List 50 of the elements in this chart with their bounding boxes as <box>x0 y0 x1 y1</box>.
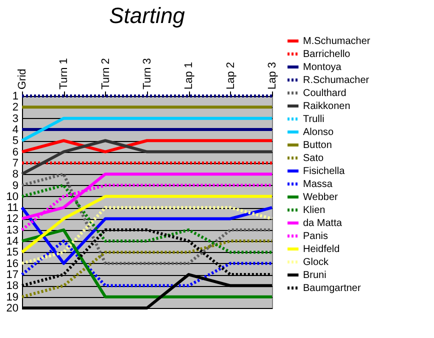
y-tick-label: 12 <box>6 213 18 226</box>
line-series <box>20 184 274 254</box>
chart-title: Starting <box>109 3 186 28</box>
line-series <box>20 240 274 298</box>
legend-label: Barrichello <box>303 49 351 60</box>
y-tick-label: 9 <box>12 180 18 192</box>
legend-label: Alonso <box>303 127 334 138</box>
y-tick-label: 17 <box>6 269 18 282</box>
legend-label: Coulthard <box>303 88 346 99</box>
y-tick-label: 3 <box>12 112 18 125</box>
legend-label: Sato <box>303 153 324 164</box>
y-tick-label: 4 <box>12 124 18 136</box>
legend-label: Baumgartner <box>303 283 362 294</box>
x-tick-label: Lap 2 <box>224 62 237 90</box>
legend-label: Massa <box>303 179 333 190</box>
legend-label: Webber <box>303 192 339 203</box>
y-tick-label: 14 <box>6 236 18 248</box>
legend-label: da Matta <box>303 218 342 229</box>
y-tick-label: 13 <box>6 224 18 236</box>
y-tick-label: 19 <box>6 291 18 304</box>
y-tick-label: 20 <box>6 302 18 314</box>
legend-label: Glock <box>303 257 330 268</box>
y-tick-label: 2 <box>12 102 18 114</box>
legend-label: Bruni <box>303 270 326 281</box>
x-tick-label: Lap 3 <box>266 62 278 90</box>
x-tick-label: Grid <box>16 68 28 90</box>
y-tick-label: 5 <box>12 135 18 148</box>
legend-label: Trulli <box>303 114 324 125</box>
y-tick-label: 6 <box>12 146 18 158</box>
legend-label: Montoya <box>303 62 342 73</box>
legend-label: M.Schumacher <box>303 36 371 47</box>
y-tick-label: 8 <box>12 168 18 181</box>
x-tick-label: Turn 2 <box>100 58 112 90</box>
legend-label: Raikkonen <box>303 101 350 112</box>
y-tick-label: 10 <box>6 190 18 203</box>
legend-label: Klien <box>303 205 326 216</box>
y-tick-label: 16 <box>6 258 18 270</box>
x-tick-label: Turn 3 <box>142 58 154 90</box>
x-tick-label: Lap 1 <box>183 62 196 90</box>
y-tick-label: 7 <box>12 157 18 170</box>
x-tick-label: Turn 1 <box>58 58 70 90</box>
legend-label: Fisichella <box>303 166 346 177</box>
legend-label: Button <box>303 140 332 151</box>
y-tick-label: 18 <box>6 280 18 292</box>
y-tick-label: 11 <box>7 202 18 214</box>
legend-label: R.Schumacher <box>303 75 370 86</box>
y-tick-label: 1 <box>12 90 18 102</box>
y-tick-label: 15 <box>6 246 18 259</box>
legend-label: Heidfeld <box>303 244 340 255</box>
legend-label: Panis <box>303 231 328 242</box>
